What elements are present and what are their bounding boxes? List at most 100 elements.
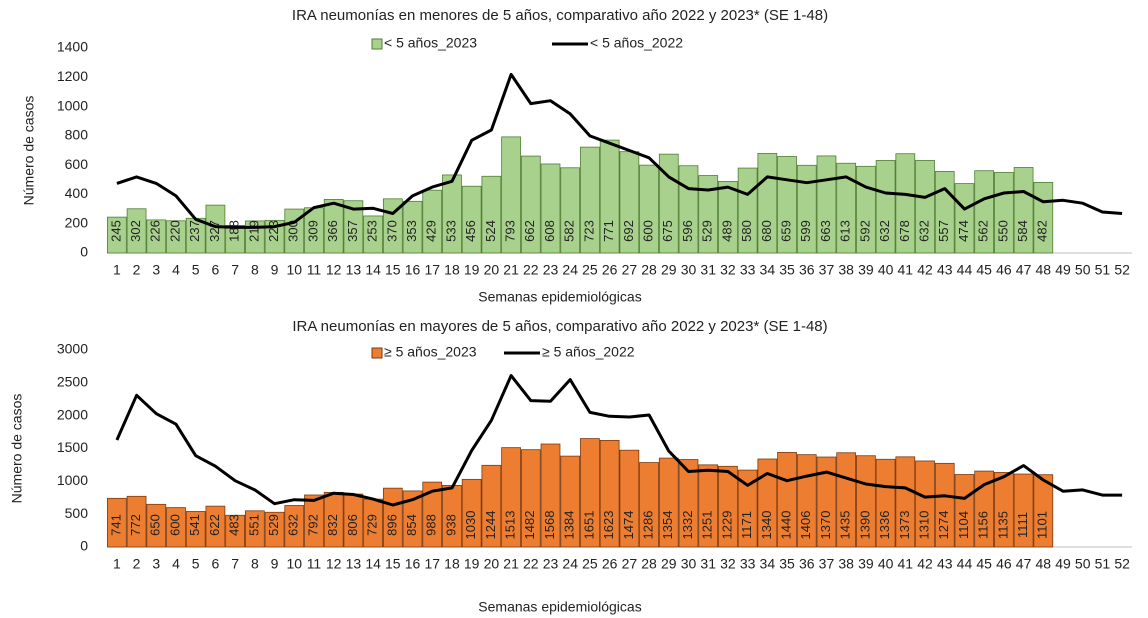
x-tick-label: 12 — [326, 556, 342, 572]
bar — [1033, 474, 1054, 548]
bar — [126, 208, 147, 254]
data-label: 245 — [108, 220, 123, 242]
x-tick-label: 31 — [700, 556, 716, 572]
bar — [244, 220, 265, 254]
data-label: 1440 — [778, 511, 793, 540]
x-tick-label: 4 — [172, 556, 180, 572]
data-label: 483 — [227, 514, 242, 536]
data-label: 592 — [857, 220, 872, 242]
data-label: 632 — [877, 220, 892, 242]
y-tick-label: 1500 — [57, 439, 88, 455]
data-label: 622 — [207, 514, 222, 536]
bar — [185, 511, 206, 548]
bar — [106, 497, 127, 548]
x-tick-label: 33 — [740, 556, 756, 572]
data-label: 1568 — [542, 511, 557, 540]
data-label: 729 — [365, 514, 380, 536]
x-tick-label: 45 — [976, 262, 992, 278]
bar — [244, 510, 265, 548]
bar — [520, 155, 541, 254]
data-label: 613 — [838, 220, 853, 242]
bar — [304, 494, 324, 548]
x-tick-label: 6 — [212, 262, 220, 278]
x-tick-label: 7 — [231, 262, 239, 278]
bar — [442, 174, 462, 254]
x-tick-label: 7 — [231, 556, 239, 572]
x-tick-label: 3 — [152, 556, 160, 572]
bar — [974, 470, 995, 548]
data-label: 1482 — [522, 511, 537, 540]
data-label: 1474 — [621, 511, 636, 540]
data-label: 1332 — [680, 511, 695, 540]
bar — [461, 185, 482, 254]
x-tick-label: 4 — [172, 262, 180, 278]
data-label: 582 — [562, 220, 577, 242]
x-tick-label: 40 — [878, 262, 894, 278]
bar — [836, 162, 857, 254]
legend-swatch — [371, 38, 383, 50]
bar — [796, 164, 817, 254]
bar — [875, 160, 896, 254]
bar — [264, 511, 285, 548]
data-label: 584 — [1015, 220, 1030, 242]
data-label: 357 — [345, 220, 360, 242]
bar — [501, 447, 521, 548]
x-tick-label: 11 — [307, 556, 322, 572]
bar — [560, 455, 581, 548]
y-tick-label: 800 — [65, 127, 89, 143]
bar — [284, 505, 305, 548]
x-tick-label: 17 — [424, 262, 440, 278]
bar — [718, 180, 738, 254]
bar — [422, 481, 443, 548]
x-tick-label: 26 — [602, 262, 618, 278]
bar — [599, 440, 620, 548]
data-label: 1135 — [995, 511, 1010, 539]
data-label: 1336 — [877, 511, 892, 540]
bar — [323, 199, 344, 254]
bar — [737, 469, 758, 548]
x-tick-label: 2 — [133, 262, 141, 278]
y-tick-label: 0 — [80, 244, 88, 260]
x-tick-label: 30 — [681, 262, 697, 278]
bar — [422, 189, 443, 254]
data-label: 832 — [325, 514, 340, 536]
x-tick-label: 15 — [385, 262, 401, 278]
data-label: 353 — [404, 220, 419, 242]
bar — [639, 164, 659, 254]
x-tick-label: 50 — [1075, 556, 1091, 572]
data-label: 1030 — [463, 511, 478, 540]
x-tick-label: 36 — [799, 262, 815, 278]
x-tick-label: 52 — [1114, 262, 1130, 278]
data-label: 650 — [148, 514, 163, 536]
x-tick-label: 49 — [1055, 262, 1071, 278]
x-tick-label: 13 — [346, 262, 362, 278]
x-tick-label: 48 — [1036, 262, 1052, 278]
x-tick-label: 20 — [484, 262, 500, 278]
data-label: 1104 — [956, 511, 971, 539]
x-tick-label: 45 — [976, 556, 992, 572]
y-tick-label: 2500 — [57, 374, 88, 390]
data-label: 675 — [660, 220, 675, 242]
bar — [225, 514, 245, 548]
data-label: 524 — [483, 220, 498, 242]
line — [116, 72, 1123, 229]
data-label: 489 — [719, 220, 734, 242]
data-label: 741 — [108, 514, 123, 536]
bar — [1013, 167, 1034, 254]
bar — [481, 464, 502, 548]
bar — [402, 200, 423, 254]
x-tick-label: 1 — [113, 556, 121, 572]
bar — [718, 465, 738, 548]
bar — [757, 458, 778, 548]
x-tick-label: 52 — [1114, 556, 1130, 572]
bar — [915, 160, 935, 254]
x-tick-label: 29 — [661, 262, 677, 278]
y-tick-label: 600 — [65, 156, 89, 172]
x-tick-label: 5 — [192, 262, 200, 278]
bar — [205, 505, 226, 548]
x-tick-label: 32 — [720, 262, 736, 278]
bar — [106, 216, 127, 254]
bar — [363, 215, 383, 254]
data-label: 529 — [700, 220, 715, 242]
x-tick-label: 25 — [582, 262, 598, 278]
